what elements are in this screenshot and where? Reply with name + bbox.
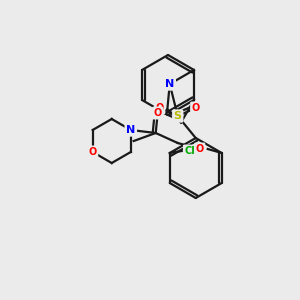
Text: O: O: [88, 147, 97, 157]
Text: N: N: [126, 125, 135, 135]
Text: N: N: [165, 79, 174, 89]
Text: O: O: [196, 144, 204, 154]
Text: Cl: Cl: [184, 146, 195, 156]
Text: O: O: [192, 103, 200, 113]
Text: S: S: [174, 111, 182, 121]
Text: O: O: [154, 108, 162, 118]
Text: O: O: [156, 103, 164, 113]
